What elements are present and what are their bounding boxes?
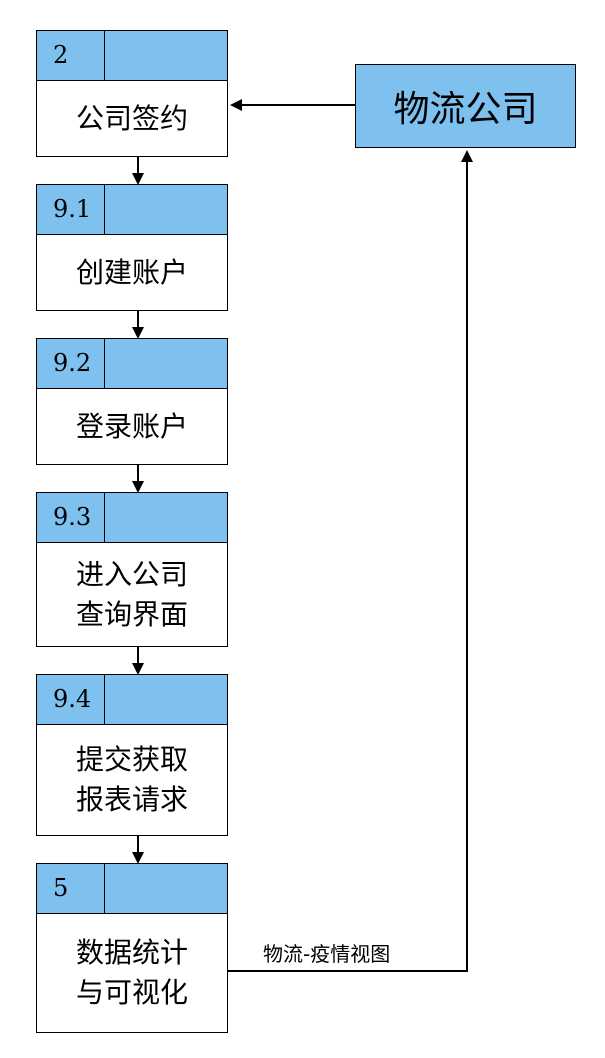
step-box-2: 2 公司签约 <box>36 30 228 157</box>
step-id: 9.3 <box>37 493 105 542</box>
step-label: 提交获取 报表请求 <box>75 743 188 816</box>
step-header: 9.2 <box>37 339 227 389</box>
step-header: 9.1 <box>37 185 227 235</box>
external-entity-box: 物流公司 <box>355 64 576 148</box>
step-id: 5 <box>37 864 105 913</box>
step-box-9-2: 9.2 登录账户 <box>36 338 228 465</box>
step-box-9-4: 9.4 提交获取 报表请求 <box>36 674 228 836</box>
step-label: 数据统计 与可视化 <box>75 936 188 1009</box>
step-id: 9.1 <box>37 185 105 234</box>
step-label: 创建账户 <box>75 255 188 289</box>
arrow-step-5-to-company <box>228 150 473 972</box>
step-header: 5 <box>37 864 227 914</box>
step-label: 公司签约 <box>75 101 188 135</box>
step-label: 登录账户 <box>75 409 188 443</box>
step-header: 9.3 <box>37 493 227 543</box>
step-label: 进入公司 查询界面 <box>75 557 188 631</box>
edge-label: 物流-疫情视图 <box>263 942 391 966</box>
step-id: 9.2 <box>37 339 105 388</box>
step-id: 9.4 <box>37 675 105 724</box>
step-header: 9.4 <box>37 675 227 725</box>
step-box-5: 5 数据统计 与可视化 <box>36 863 228 1033</box>
step-header: 2 <box>37 31 227 81</box>
step-id: 2 <box>37 31 105 80</box>
step-box-9-1: 9.1 创建账户 <box>36 184 228 311</box>
step-box-9-3: 9.3 进入公司 查询界面 <box>36 492 228 647</box>
